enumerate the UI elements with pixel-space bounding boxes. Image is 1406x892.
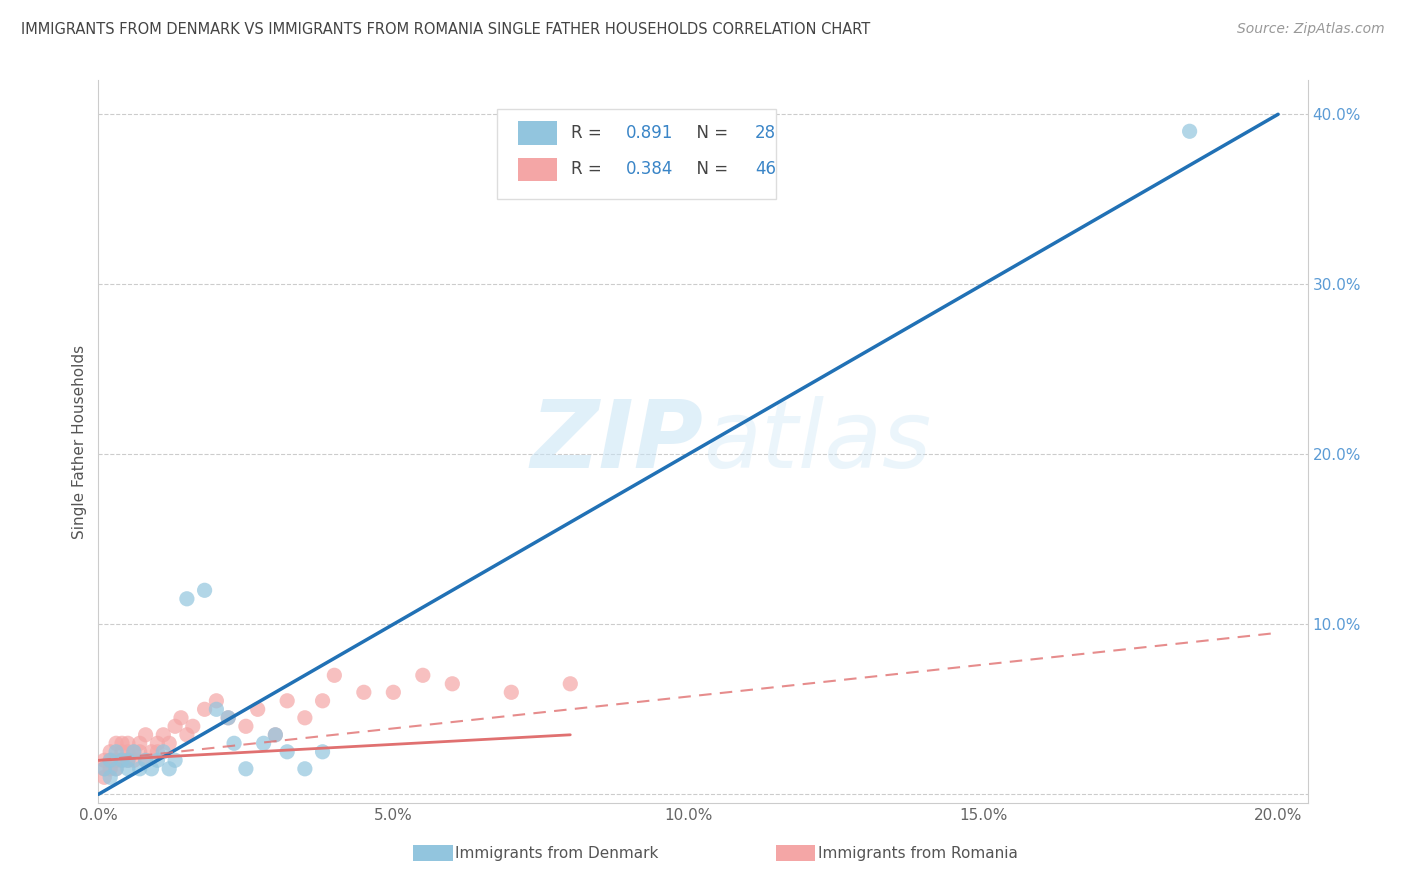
Point [353,685,375,699]
Text: R =: R = [571,124,607,142]
Point [294,762,316,776]
Point [135,753,157,767]
Point [98,753,121,767]
Point [93,753,115,767]
Point [93,762,115,776]
Point [141,762,163,776]
Point [117,745,139,759]
Point [1178,124,1201,138]
Text: atlas: atlas [703,396,931,487]
Text: 28: 28 [755,124,776,142]
Point [128,762,150,776]
Point [105,745,128,759]
Point [111,745,134,759]
Point [122,745,145,759]
Point [93,762,115,776]
Point [152,728,174,742]
Text: R =: R = [571,161,607,178]
Point [117,736,139,750]
Text: 46: 46 [755,161,776,178]
FancyBboxPatch shape [498,109,776,200]
Point [98,770,121,784]
Point [146,753,169,767]
Text: 0.384: 0.384 [626,161,673,178]
Point [117,753,139,767]
Point [252,736,274,750]
Point [441,677,464,691]
Text: IMMIGRANTS FROM DENMARK VS IMMIGRANTS FROM ROMANIA SINGLE FATHER HOUSEHOLDS CORR: IMMIGRANTS FROM DENMARK VS IMMIGRANTS FR… [21,22,870,37]
Text: ZIP: ZIP [530,395,703,488]
Point [176,728,198,742]
Point [205,702,228,716]
Y-axis label: Single Father Households: Single Father Households [72,344,87,539]
Point [141,745,163,759]
Point [501,685,523,699]
Point [264,728,287,742]
Point [264,728,287,742]
Text: Immigrants from Romania: Immigrants from Romania [818,846,1018,861]
Point [98,745,121,759]
Point [246,702,269,716]
Point [111,753,134,767]
Point [217,711,239,725]
Point [146,745,169,759]
Point [93,770,115,784]
Point [122,753,145,767]
Point [323,668,346,682]
Point [276,694,298,708]
Text: N =: N = [686,161,734,178]
Point [276,745,298,759]
Bar [517,121,557,145]
Point [157,736,180,750]
Point [128,745,150,759]
Bar [776,846,815,862]
Point [217,711,239,725]
Point [128,736,150,750]
Point [98,753,121,767]
Point [157,762,180,776]
Point [560,677,582,691]
Point [181,719,204,733]
Point [152,745,174,759]
Text: 0.891: 0.891 [626,124,673,142]
Point [135,753,157,767]
Point [135,728,157,742]
Point [235,719,257,733]
Point [117,762,139,776]
Point [294,711,316,725]
Point [146,736,169,750]
Point [165,753,187,767]
Point [205,694,228,708]
Point [412,668,434,682]
Point [382,685,405,699]
Point [98,762,121,776]
Point [170,711,193,725]
Point [176,591,198,606]
Text: Source: ZipAtlas.com: Source: ZipAtlas.com [1237,22,1385,37]
Point [311,745,333,759]
Point [165,719,187,733]
Point [105,762,128,776]
Point [235,762,257,776]
Text: N =: N = [686,124,734,142]
Bar [517,158,557,181]
Point [105,736,128,750]
Point [117,753,139,767]
Point [222,736,245,750]
Text: Immigrants from Denmark: Immigrants from Denmark [456,846,658,861]
Point [111,753,134,767]
Bar [413,846,453,862]
Point [105,762,128,776]
Point [311,694,333,708]
Point [194,702,217,716]
Point [194,583,217,598]
Point [122,745,145,759]
Point [105,753,128,767]
Point [111,736,134,750]
